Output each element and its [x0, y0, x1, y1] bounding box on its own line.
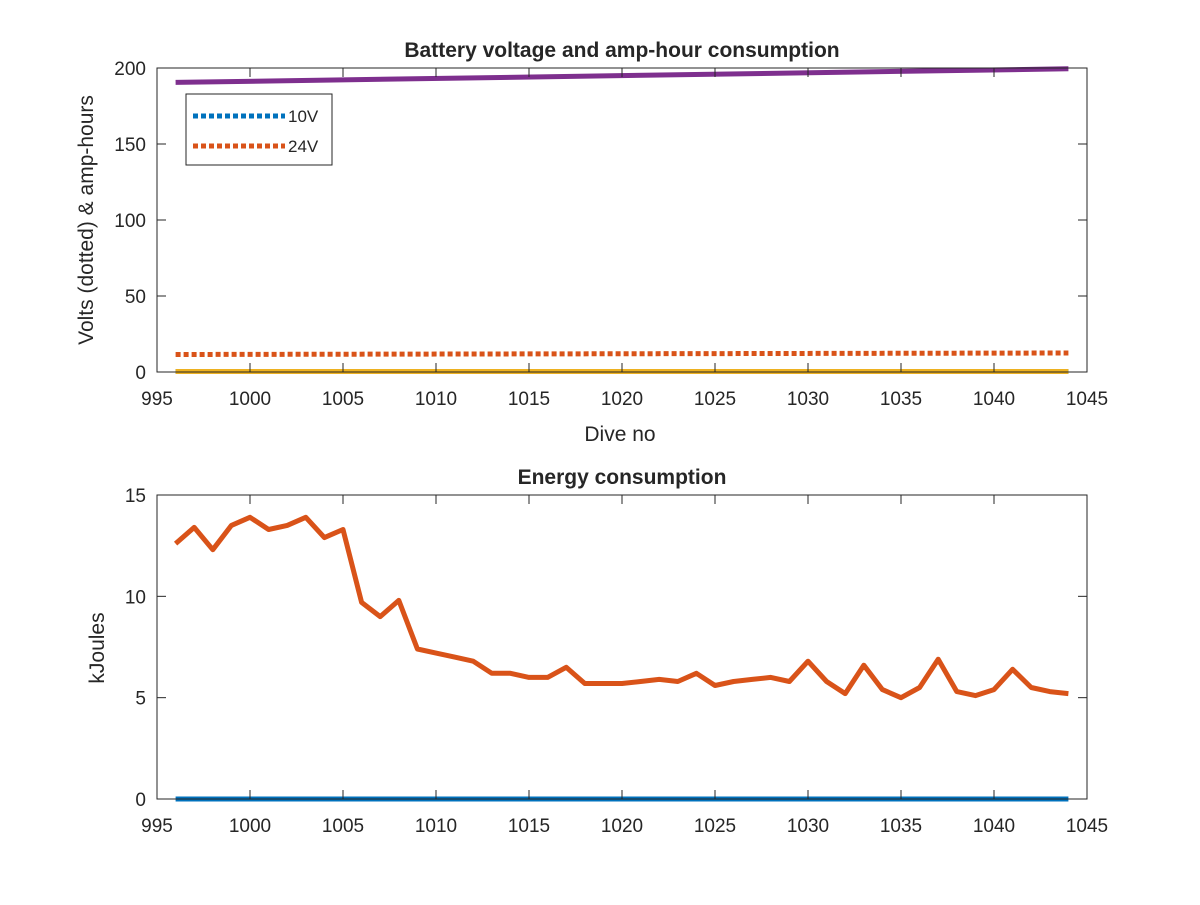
- battery-chart: 995 1000 1005 1010 1015 1020 1025 1030 1035 1040 1…: [75, 39, 1108, 446]
- battery-axes-box: [156, 67, 1088, 373]
- energy-y-tick-label: 5: [135, 689, 146, 710]
- energy-plot-area: [157, 495, 1087, 799]
- legend-24v-label: 24V: [288, 137, 319, 156]
- battery-x-tick-label: 995: [141, 389, 173, 410]
- battery-x-tick-label: 1035: [880, 389, 922, 410]
- energy-x-tick-label: 1020: [601, 816, 643, 837]
- battery-x-axis-label: Dive no: [584, 423, 655, 446]
- legend-box: [185, 93, 333, 166]
- energy-y-tick-label: 10: [125, 587, 146, 608]
- battery-y-axis-label: Volts (dotted) & amp-hours: [75, 95, 98, 345]
- energy-x-tick-label: 1025: [694, 816, 736, 837]
- battery-x-tick-label: 1020: [601, 389, 643, 410]
- battery-x-tick-label: 1005: [322, 389, 364, 410]
- battery-x-tick-label: 1010: [415, 389, 457, 410]
- legend-10v-label: 10V: [288, 107, 319, 126]
- energy-y-tick-label: 15: [125, 486, 146, 507]
- battery-x-tick-label: 1015: [508, 389, 550, 410]
- battery-y-tick-label: 50: [125, 287, 146, 308]
- energy-x-ticks: 995 1000 1005 1010 1015 1020 1025 1030 1035 1040 1…: [141, 495, 1108, 837]
- energy-x-tick-label: 995: [141, 816, 173, 837]
- energy-y-tick-label: 0: [135, 790, 146, 811]
- battery-x-tick-label: 1045: [1066, 389, 1108, 410]
- battery-y-tick-label: 150: [114, 135, 146, 156]
- battery-x-tick-label: 1030: [787, 389, 829, 410]
- energy-chart-title: Energy consumption: [518, 466, 727, 489]
- energy-x-tick-label: 1005: [322, 816, 364, 837]
- battery-x-ticks: 995 1000 1005 1010 1015 1020 1025 1030 1035 1040 1…: [141, 68, 1108, 410]
- energy-x-tick-label: 1010: [415, 816, 457, 837]
- battery-x-tick-label: 1040: [973, 389, 1015, 410]
- energy-x-tick-label: 1045: [1066, 816, 1108, 837]
- battery-x-tick-label: 1000: [229, 389, 271, 410]
- battery-y-ticks: 0 50 100 150 200: [114, 59, 1087, 384]
- battery-y-tick-label: 100: [114, 211, 146, 232]
- battery-chart-title: Battery voltage and amp-hour consumption: [404, 39, 839, 62]
- energy-x-tick-label: 1030: [787, 816, 829, 837]
- energy-x-tick-label: 1035: [880, 816, 922, 837]
- battery-y-tick-label: 0: [135, 363, 146, 384]
- energy-x-tick-label: 1040: [973, 816, 1015, 837]
- energy-chart: 995 1000 1005 1010 1015 1020 1025 1030 1035 1040 1…: [86, 466, 1108, 837]
- battery-y-tick-label: 200: [114, 59, 146, 80]
- battery-legend: 10V 24V: [185, 93, 333, 166]
- energy-series-0-line: [173, 514, 1069, 701]
- energy-x-tick-label: 1015: [508, 816, 550, 837]
- battery-series-24v-line: [175, 350, 1069, 357]
- energy-y-axis-label: kJoules: [86, 612, 109, 683]
- energy-x-tick-label: 1000: [229, 816, 271, 837]
- energy-axes-box: [156, 494, 1088, 800]
- battery-x-tick-label: 1025: [694, 389, 736, 410]
